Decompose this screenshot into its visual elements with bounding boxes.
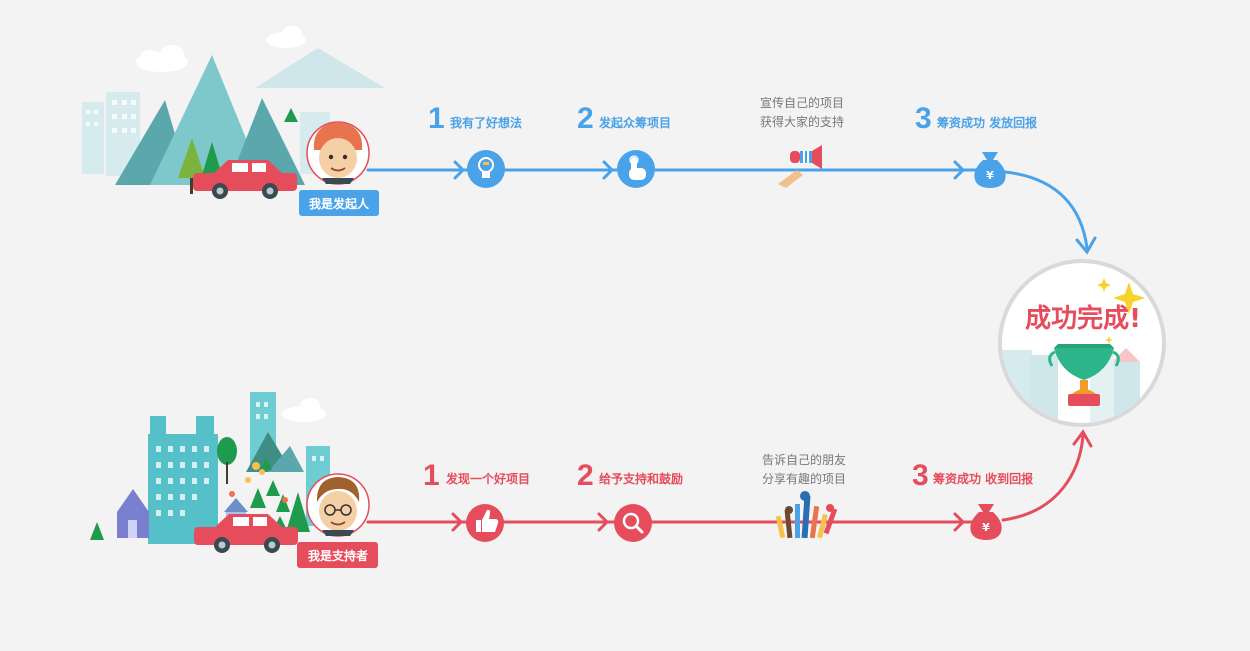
sparkle-icon: [1097, 278, 1145, 344]
supporter-role-badge: 我是支持者: [297, 542, 378, 568]
money-bag-icon: ¥: [974, 152, 1006, 188]
cloud-icon: [136, 26, 306, 72]
svg-text:我是发起人: 我是发起人: [309, 196, 370, 211]
magnifier-icon: [614, 504, 652, 542]
svg-text:给予支持和鼓励: 给予支持和鼓励: [599, 471, 683, 486]
svg-text:获得大家的支持: 获得大家的支持: [760, 114, 844, 129]
supporter-scene-illustration: [90, 392, 370, 553]
supporter-step-share: 告诉自己的朋友 分享有趣的项目: [762, 452, 846, 539]
initiator-step-1: 1 我有了好想法: [428, 102, 522, 188]
svg-text:我是支持者: 我是支持者: [308, 548, 368, 563]
car-illustration: [193, 160, 297, 199]
raised-hands-icon: [775, 491, 838, 539]
svg-text:2: 2: [577, 459, 594, 492]
supporter-step-3: 3 筹资成功 收到回报 ¥: [912, 459, 1033, 540]
megaphone-icon: [778, 145, 822, 188]
svg-text:宣传自己的项目: 宣传自己的项目: [760, 95, 844, 110]
hand-pointer-icon: [617, 150, 655, 188]
lightbulb-icon: [467, 150, 505, 188]
svg-text:3: 3: [915, 102, 932, 135]
money-bag-icon: ¥: [970, 504, 1002, 540]
supporter-step-1: 1 发现一个好项目: [423, 459, 530, 542]
supporter-avatar: [306, 473, 370, 537]
svg-text:1: 1: [428, 102, 445, 135]
svg-text:成功完成!: 成功完成!: [1025, 303, 1141, 334]
svg-text:¥: ¥: [986, 169, 994, 182]
initiator-scene-illustration: [82, 26, 385, 199]
trophy-icon: [1048, 344, 1120, 406]
initiator-step-promote: 宣传自己的项目 获得大家的支持: [760, 95, 844, 188]
svg-text:分享有趣的项目: 分享有趣的项目: [762, 471, 846, 486]
initiator-step-3: 3 筹资成功 发放回报 ¥: [915, 102, 1037, 188]
cloud-icon: [282, 398, 326, 422]
svg-text:发起众筹项目: 发起众筹项目: [598, 115, 671, 130]
svg-text:2: 2: [577, 102, 594, 135]
svg-text:3: 3: [912, 459, 929, 492]
initiator-step-2: 2 发起众筹项目: [577, 102, 671, 188]
svg-text:告诉自己的朋友: 告诉自己的朋友: [762, 452, 846, 467]
tree-icon: [90, 458, 310, 540]
svg-text:¥: ¥: [982, 521, 990, 534]
initiator-role-badge: 我是发起人: [299, 190, 379, 216]
svg-text:筹资成功 发放回报: 筹资成功 发放回报: [937, 115, 1037, 130]
svg-text:发现一个好项目: 发现一个好项目: [445, 471, 530, 486]
thumbs-up-icon: [466, 504, 504, 542]
supporter-step-2: 2 给予支持和鼓励: [577, 459, 683, 542]
svg-text:筹资成功 收到回报: 筹资成功 收到回报: [933, 471, 1033, 486]
svg-text:1: 1: [423, 459, 440, 492]
car-illustration: [194, 514, 298, 553]
finish-badge: 成功完成!: [998, 259, 1166, 427]
svg-text:我有了好想法: 我有了好想法: [450, 115, 522, 130]
initiator-avatar: [306, 121, 370, 185]
